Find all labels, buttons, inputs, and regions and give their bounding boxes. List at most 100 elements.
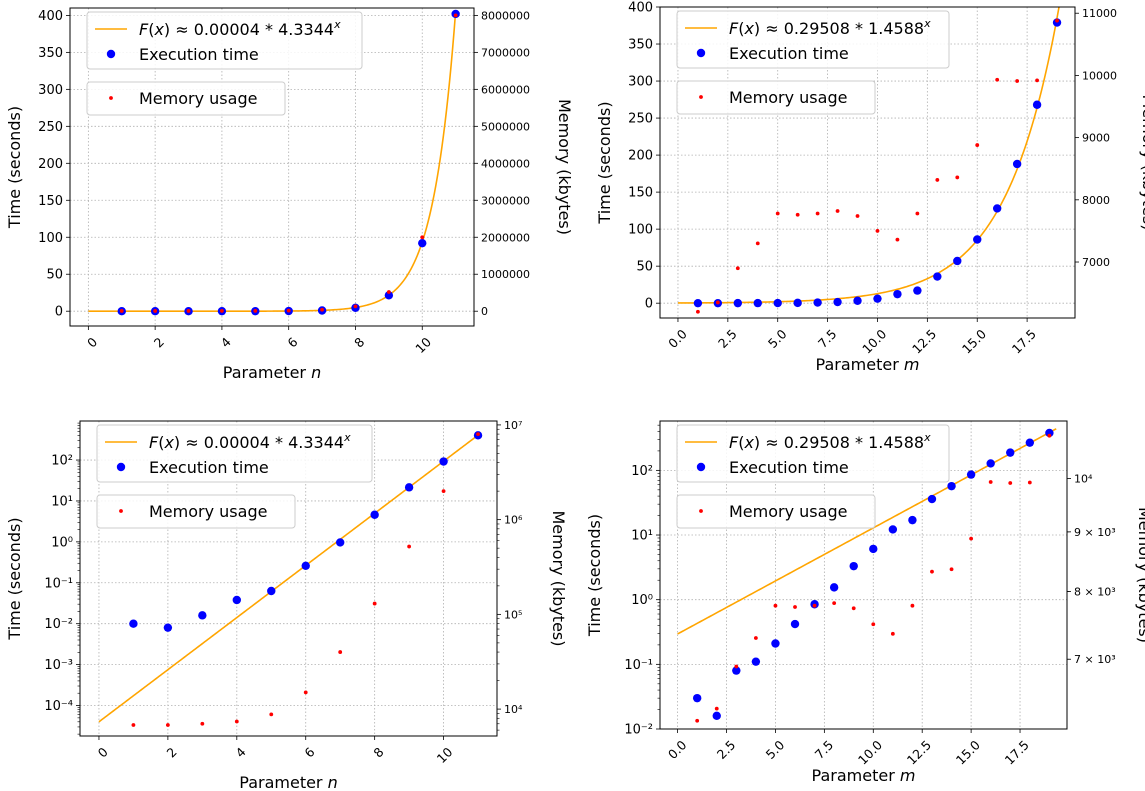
memory-usage-point (930, 569, 934, 574)
memory-usage-point (915, 211, 920, 216)
memory-usage-point (895, 237, 900, 242)
legend-memory-swatch (119, 509, 123, 513)
execution-time-point (712, 711, 721, 721)
y-tick-label: 10⁰ (51, 535, 73, 550)
legend-memory-swatch (109, 96, 113, 100)
x-tick-label: 17.5 (1009, 326, 1039, 356)
x-axis-label: Parameter n (223, 363, 321, 382)
series-memory-usage (119, 13, 458, 313)
y-tick-label: 10⁻² (624, 723, 653, 738)
y-tick-label: 10⁻² (44, 617, 73, 632)
y2-tick-label: 7000 (1082, 256, 1110, 269)
memory-usage-point (1035, 78, 1039, 83)
legend-memory: Memory usage (86, 81, 286, 116)
execution-time-point (232, 595, 242, 605)
legend-box (676, 494, 876, 529)
memory-usage-point (165, 723, 170, 727)
execution-time-point (418, 238, 427, 248)
y2-tick-label: 4000000 (481, 157, 530, 170)
legend-memory-label: Memory usage (149, 502, 267, 521)
y-tick-label: 10⁻¹ (44, 576, 73, 591)
execution-time-point (953, 256, 962, 266)
execution-time-point (913, 286, 922, 295)
y-tick-label: 200 (628, 149, 653, 164)
memory-usage-point (793, 605, 797, 609)
memory-usage-point (320, 307, 324, 312)
y-tick-label: 300 (38, 83, 63, 98)
execution-time-point (384, 291, 394, 300)
y2-axis-label: Memory (kbytes) (1139, 95, 1145, 231)
legend-box (86, 81, 286, 116)
y2-tick-label: 7 × 10³ (1074, 653, 1116, 666)
series-execution-time (692, 428, 1054, 721)
execution-time-point (893, 289, 902, 299)
y-tick-label: 100 (38, 231, 63, 246)
chart-3: 0 2 4 6 8 10 10⁻⁴ 10⁻³ 10⁻² 10⁻¹ 10⁰ 10¹ 10² 10⁴ 10⁵ 10… (5, 419, 568, 791)
plot-frame (659, 6, 1076, 319)
memory-usage-point (1015, 79, 1020, 83)
memory-usage-point (890, 631, 895, 636)
memory-usage-point (835, 209, 840, 213)
x-tick-label: 10.0 (855, 737, 885, 767)
execution-time-point (267, 586, 276, 596)
y2-tick-label: 10⁴ (1074, 472, 1093, 485)
fit-curve (98, 434, 479, 723)
execution-time-point (849, 561, 858, 571)
legend-memory-label: Memory usage (729, 88, 847, 107)
y-tick-label: 10⁻³ (44, 658, 73, 673)
execution-time-point (853, 296, 862, 305)
memory-usage-point (131, 723, 136, 727)
y-tick-label: 10² (631, 464, 653, 479)
legend-memory-label: Memory usage (139, 89, 257, 108)
memory-usage-point (453, 13, 458, 18)
y2-tick-label: 2000000 (481, 231, 530, 244)
legend-box (676, 424, 950, 483)
memory-usage-point (949, 567, 954, 572)
memory-usage-point (441, 489, 446, 494)
plot-frame (659, 420, 1068, 730)
memory-usage-point (714, 706, 719, 711)
legend-main: F(x) ≈ 0.00004 * 4.3344x Execution time (86, 11, 363, 70)
x-axis-label: Parameter n (239, 773, 337, 791)
y-tick-label: 0 (645, 297, 653, 312)
memory-usage-point (734, 664, 739, 669)
y-tick-label: 10² (51, 454, 73, 469)
memory-usage-point (338, 650, 343, 654)
legend-main: F(x) ≈ 0.00004 * 4.3344x Execution time (96, 424, 373, 483)
plot-frame (69, 7, 475, 327)
legend-fit-label: F(x) ≈ 0.00004 * 4.3344x (139, 18, 341, 39)
chart-2: 0.0 2.5 5.0 7.5 10.0 12.5 15.0 17.5 0 50 100 150 200… (595, 1, 1145, 375)
execution-time-point (873, 294, 882, 303)
memory-usage-point (407, 544, 412, 549)
memory-usage-point (795, 212, 800, 217)
memory-usage-point (119, 309, 124, 313)
legend-memory-swatch (699, 95, 703, 99)
legend-fit-label: F(x) ≈ 0.29508 * 1.4588x (729, 17, 931, 38)
memory-usage-point (773, 603, 778, 608)
y2-tick-label: 8000 (1082, 194, 1110, 207)
x-tick-label: 2.5 (715, 326, 740, 351)
legend-fit-label: F(x) ≈ 0.29508 * 1.4588x (729, 431, 931, 452)
y2-tick-label: 5000000 (481, 120, 530, 133)
x-tick-label: 10 (434, 744, 456, 766)
execution-time-point (829, 583, 839, 592)
x-tick-label: 5.0 (763, 737, 788, 762)
execution-time-point (888, 525, 898, 534)
execution-time-point (693, 298, 703, 308)
y2-tick-label: 10000 (1082, 69, 1117, 82)
legend-fit-label: F(x) ≈ 0.00004 * 4.3344x (149, 431, 351, 452)
memory-usage-point (753, 636, 758, 640)
legend-box (676, 80, 876, 115)
memory-usage-point (955, 175, 960, 180)
memory-usage-point (220, 309, 224, 313)
y2-tick-label: 10⁶ (504, 514, 523, 527)
memory-usage-point (715, 300, 720, 305)
legend-box (96, 494, 296, 529)
x-tick-label: 12.5 (904, 737, 934, 767)
execution-time-point (813, 298, 822, 307)
y-tick-label: 50 (636, 260, 653, 275)
y2-axis-label: Memory (kbytes) (555, 99, 574, 235)
memory-usage-point (855, 214, 860, 218)
execution-time-point (947, 481, 956, 491)
